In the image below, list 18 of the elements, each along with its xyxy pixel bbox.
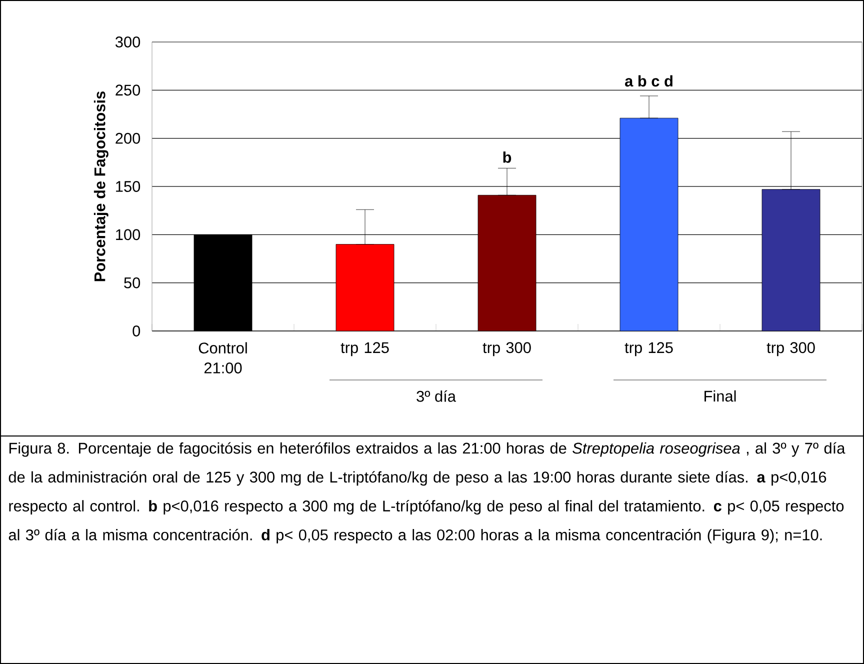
annotation: a b c d <box>625 75 672 87</box>
text: Figura 8. Porcentaje de fagocitósis en heterófilos extraidos a las 21:00 horas de Streptopelia roseogrisea , al 3º y 7º día de la administración oral de 125 y 300 mg de L-triptófano/kg de peso a las 19:00 horas durante siete días. a p<0,016 respecto al control. b p<0,016 respecto a 300 mg de L-tríptófano/kg de peso al final del tratamiento. c p< 0,05 respecto al 3º día a la misma concentración. d p< 0,05 respecto a las 02:00 horas a la misma concentración (Figura 9); n=10. <box>8 442 846 544</box>
y-tick-label: 0 <box>132 326 140 336</box>
y-tick-label: 250 <box>116 84 140 96</box>
text: 3º día <box>416 390 456 402</box>
y-tick-label: 150 <box>116 181 140 192</box>
x-tick-label: trp 300 <box>766 342 815 356</box>
x-tick-label: Control 21:00 <box>198 342 247 374</box>
x-tick-label: trp 125 <box>340 342 389 356</box>
x-tick-label: trp 300 <box>482 342 531 356</box>
y-tick-label: 100 <box>116 229 140 240</box>
y-axis-title: Porcentaje de Fagocitosis <box>94 91 108 282</box>
x-tick-label: trp 125 <box>624 342 673 356</box>
y-tick-label: 200 <box>116 132 140 144</box>
y-tick-label: 50 <box>124 277 140 288</box>
annotation: b <box>503 152 512 163</box>
text: Final <box>704 390 736 402</box>
y-tick-label: 300 <box>115 36 140 48</box>
